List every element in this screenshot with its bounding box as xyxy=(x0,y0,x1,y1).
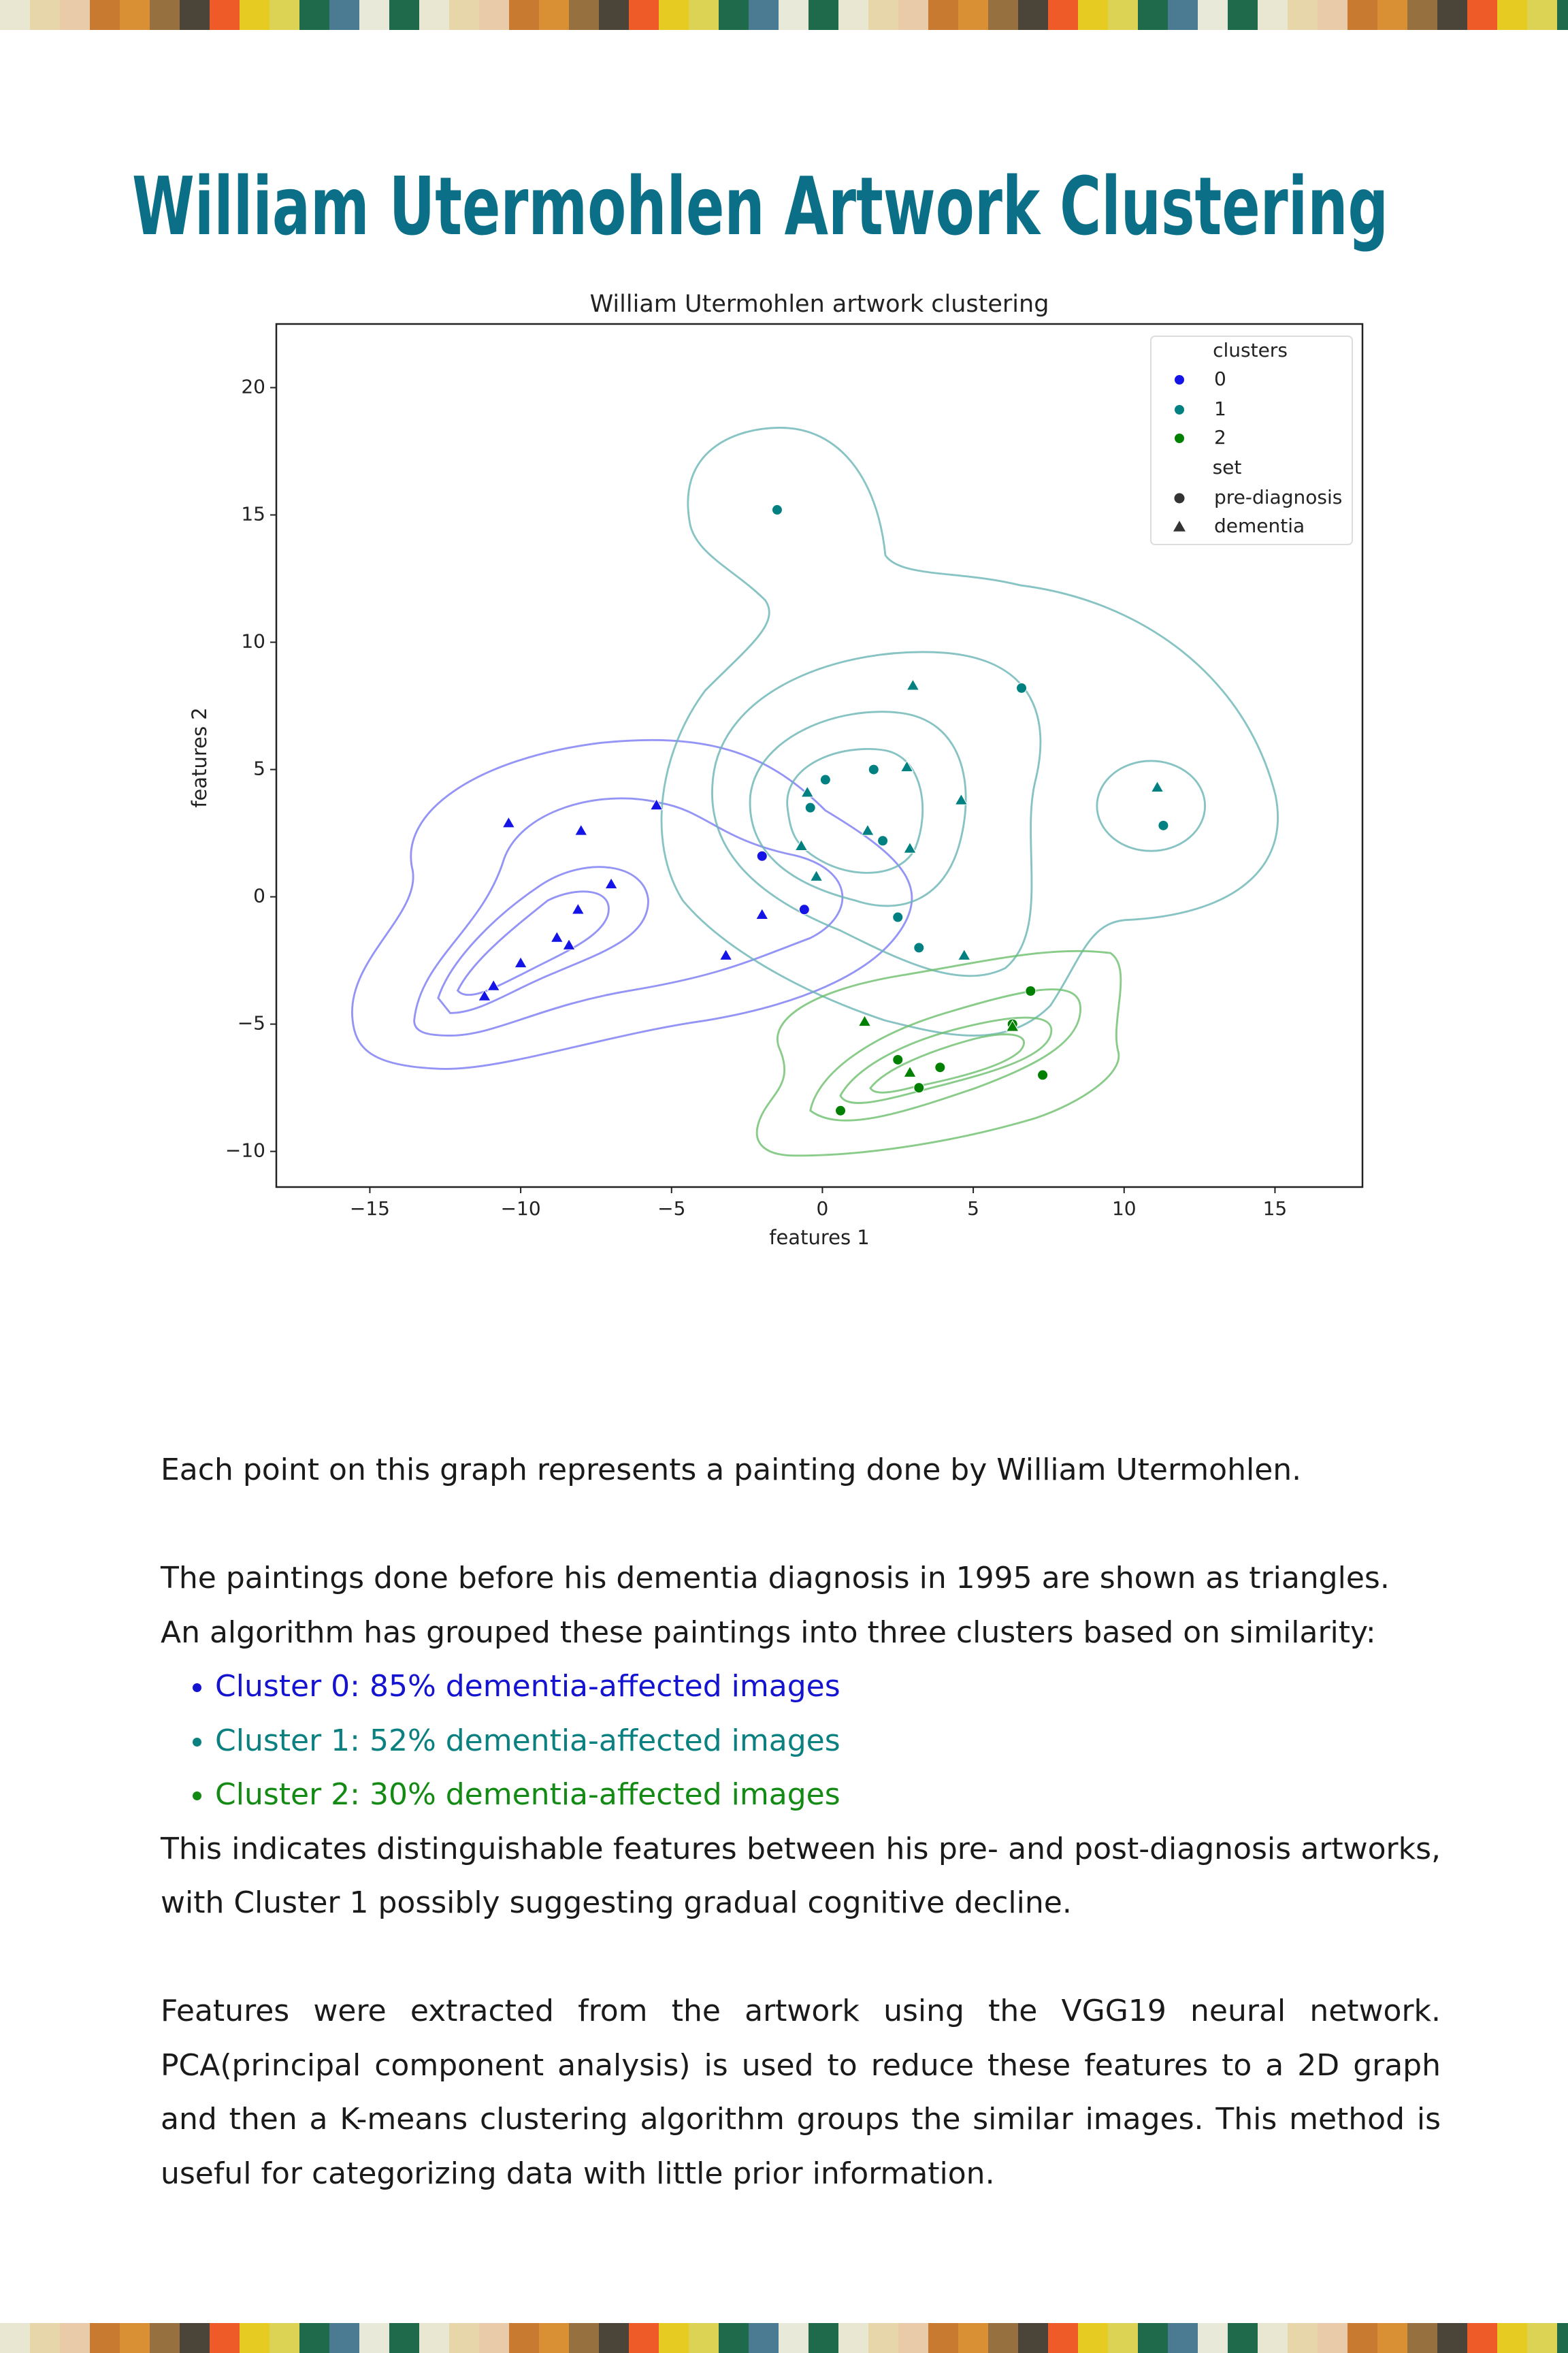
y-tick-label: 0 xyxy=(253,885,265,907)
data-point xyxy=(649,798,664,811)
data-point xyxy=(892,911,904,923)
data-point xyxy=(800,785,815,798)
data-point xyxy=(957,948,971,960)
data-point xyxy=(798,904,810,915)
legend-set-title: set xyxy=(1213,456,1242,478)
data-point xyxy=(550,930,564,943)
x-tick-label: −15 xyxy=(350,1197,390,1220)
data-point xyxy=(562,938,576,950)
data-point xyxy=(1005,1020,1019,1032)
data-point xyxy=(858,1014,872,1027)
description: Each point on this graph represents a pa… xyxy=(161,1443,1441,2201)
x-axis-label: features 1 xyxy=(769,1226,869,1249)
data-point xyxy=(771,504,783,516)
cluster-list: Cluster 0: 85% dementia-affected images … xyxy=(161,1659,1441,1822)
chart-title: William Utermohlen artwork clustering xyxy=(590,291,1049,318)
paragraph: Features were extracted from the artwork… xyxy=(161,1994,1441,2191)
density-contours xyxy=(351,426,1279,1157)
paragraph: This indicates distinguishable features … xyxy=(161,1831,1441,1921)
data-point xyxy=(1016,682,1028,694)
legend-marker xyxy=(1174,493,1185,504)
data-point xyxy=(604,877,618,890)
legend-marker xyxy=(1175,375,1184,385)
data-point xyxy=(903,1065,917,1077)
paragraph: Each point on this graph represents a pa… xyxy=(161,1453,1302,1487)
x-tick-label: 15 xyxy=(1263,1197,1288,1220)
legend-label: pre-diagnosis xyxy=(1214,486,1342,508)
x-tick-label: 10 xyxy=(1112,1197,1137,1220)
legend-label: 1 xyxy=(1214,397,1226,420)
data-point xyxy=(913,942,925,954)
paragraph: The paintings done before his dementia d… xyxy=(161,1561,1390,1595)
data-point xyxy=(571,903,585,915)
data-point xyxy=(861,824,875,836)
legend-label: 0 xyxy=(1214,368,1226,390)
data-point xyxy=(868,764,879,775)
paragraph: An algorithm has grouped these paintings… xyxy=(161,1614,1376,1650)
cluster-item: Cluster 2: 30% dementia-affected images xyxy=(215,1768,1441,1822)
y-axis-label: features 2 xyxy=(188,707,211,807)
data-point xyxy=(819,774,831,785)
data-point xyxy=(502,816,516,828)
legend-box xyxy=(1150,336,1353,545)
legend-label: dementia xyxy=(1214,515,1305,537)
data-point xyxy=(1037,1069,1049,1081)
top-stripe xyxy=(0,0,1568,30)
data-point xyxy=(794,839,808,851)
data-point xyxy=(719,948,733,960)
data-point xyxy=(900,760,914,773)
data-point xyxy=(906,679,920,691)
x-tick-label: 0 xyxy=(817,1197,829,1220)
x-tick-label: −10 xyxy=(501,1197,541,1220)
y-tick-label: 10 xyxy=(241,630,265,653)
y-tick-label: 15 xyxy=(241,503,265,525)
bottom-stripe xyxy=(0,2323,1568,2353)
figure: William Utermohlen Artwork Clustering Wi… xyxy=(132,159,1388,1249)
cluster-item: Cluster 1: 52% dementia-affected images xyxy=(215,1714,1441,1768)
data-point xyxy=(574,824,588,836)
legend-marker xyxy=(1175,405,1184,415)
data-point xyxy=(913,1082,925,1094)
legend-marker xyxy=(1173,521,1186,532)
legend-title: clusters xyxy=(1213,339,1288,361)
y-tick-label: −10 xyxy=(225,1139,265,1162)
data-point xyxy=(1025,985,1036,996)
x-tick-label: −5 xyxy=(657,1197,685,1220)
data-point xyxy=(487,979,501,991)
data-point xyxy=(877,835,889,847)
plot-frame xyxy=(275,323,1364,1188)
data-point xyxy=(478,989,491,1001)
page-title: William Utermohlen Artwork Clustering xyxy=(132,159,1388,253)
data-point xyxy=(934,1062,946,1073)
data-point xyxy=(809,869,823,881)
y-tick-label: 20 xyxy=(241,376,265,398)
data-point xyxy=(903,841,917,854)
legend-marker xyxy=(1175,434,1184,443)
data-point xyxy=(756,850,768,862)
data-point xyxy=(892,1054,904,1065)
data-point xyxy=(514,956,527,969)
data-point xyxy=(1158,820,1169,831)
y-tick-label: 5 xyxy=(253,758,265,780)
legend-label: 2 xyxy=(1214,426,1226,449)
data-point xyxy=(804,802,816,813)
data-point xyxy=(1150,780,1164,793)
data-point xyxy=(954,793,968,805)
cluster-item: Cluster 0: 85% dementia-affected images xyxy=(215,1659,1441,1714)
x-tick-label: 5 xyxy=(967,1197,979,1220)
y-tick-label: −5 xyxy=(238,1012,265,1035)
data-point xyxy=(755,907,769,920)
data-point xyxy=(835,1105,847,1116)
